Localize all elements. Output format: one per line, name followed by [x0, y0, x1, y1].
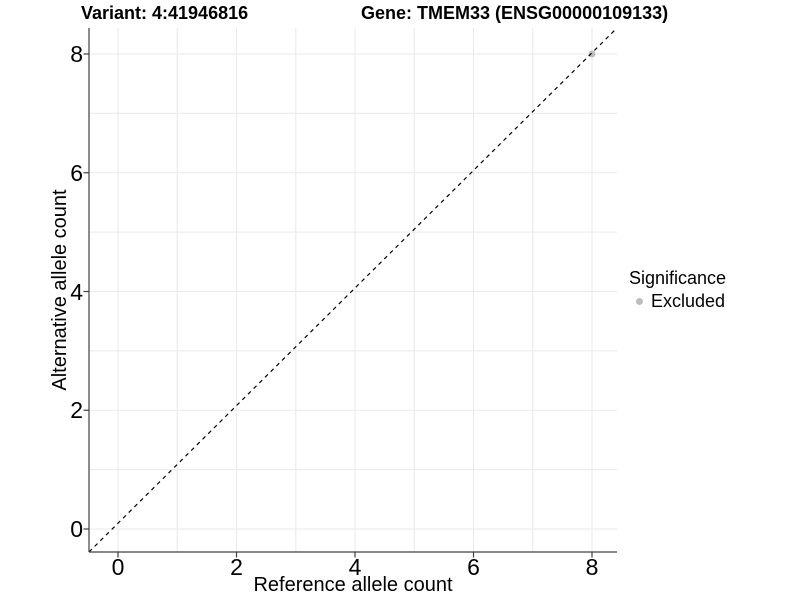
excluded-point-icon — [636, 297, 643, 305]
x-tick-label: 0 — [111, 554, 125, 580]
x-axis-title: Reference allele count — [253, 574, 453, 596]
y-tick-label: 0 — [70, 516, 83, 542]
legend-item-label: Excluded — [651, 291, 726, 311]
y-tick-label: 8 — [70, 41, 83, 67]
identity-reference-line — [88, 27, 618, 553]
y-tick-label: 4 — [70, 278, 83, 305]
x-tick-label: 2 — [230, 554, 243, 580]
gene-title: Gene: TMEM33 (ENSG00000109133) — [361, 3, 669, 23]
legend-item-excluded: Excluded — [629, 289, 726, 313]
x-tick-label: 4 — [348, 554, 362, 580]
variant-title: Variant: 4:41946816 — [81, 3, 249, 23]
legend: Significance Excluded — [629, 267, 726, 313]
y-tick-label: 6 — [70, 159, 83, 186]
data-point-excluded — [588, 50, 596, 58]
x-tick-label: 8 — [585, 554, 599, 580]
y-tick-label: 2 — [70, 397, 83, 424]
x-tick-label: 6 — [467, 554, 480, 580]
y-axis-title: Alternative allele count — [49, 189, 71, 391]
legend-title: Significance — [629, 268, 727, 288]
